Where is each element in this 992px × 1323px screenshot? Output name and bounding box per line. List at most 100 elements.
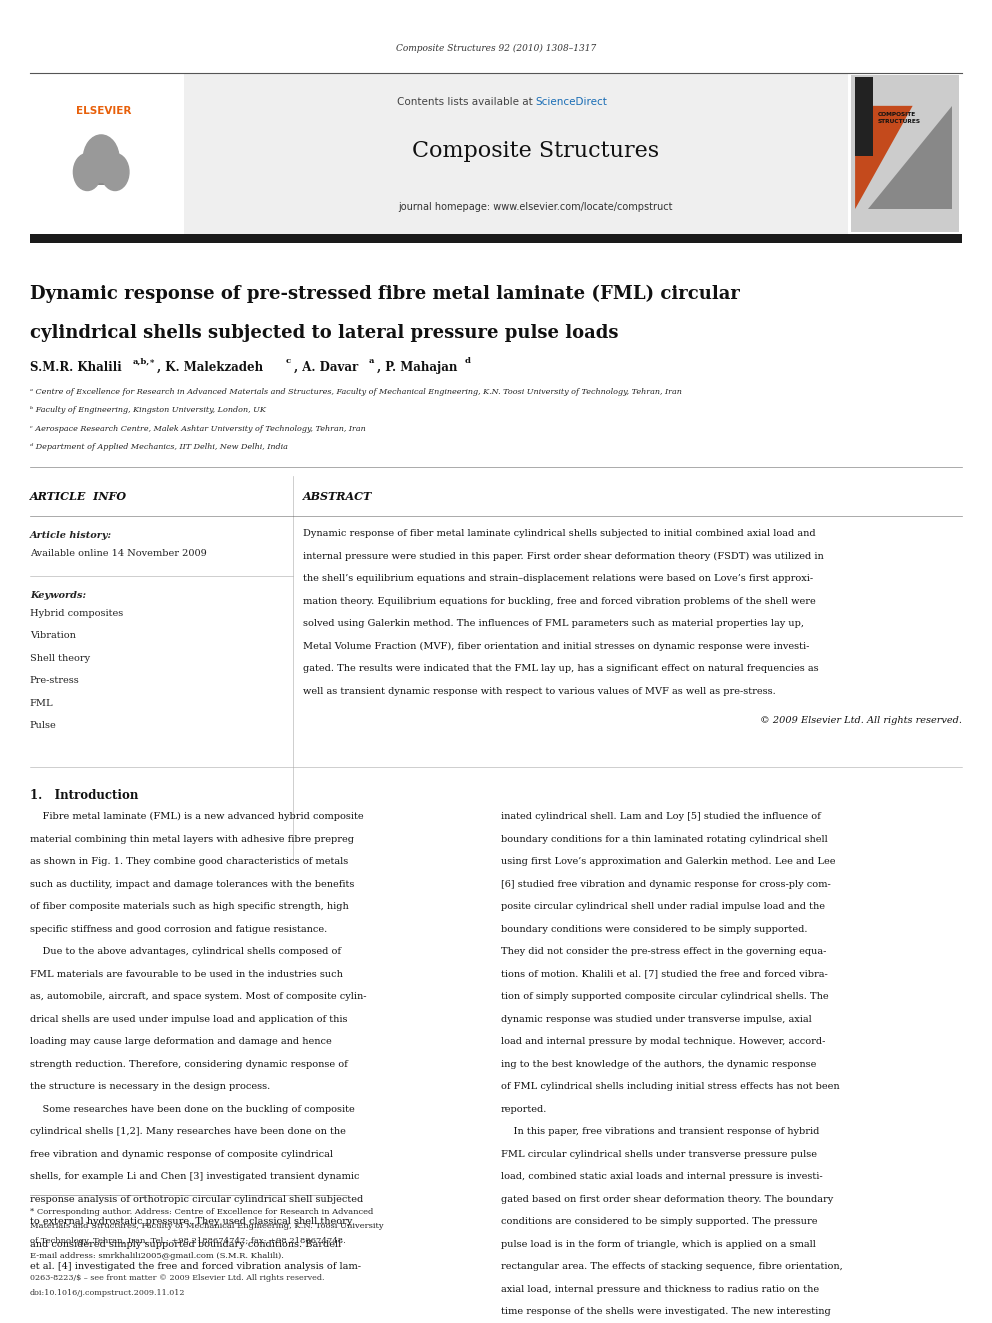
Bar	[97, 152, 105, 185]
Text: ᵇ Faculty of Engineering, Kingston University, London, UK: ᵇ Faculty of Engineering, Kingston Unive…	[30, 406, 266, 414]
Circle shape	[101, 153, 129, 191]
Text: COMPOSITE
STRUCTURES: COMPOSITE STRUCTURES	[878, 112, 921, 124]
Text: material combining thin metal layers with adhesive fibre prepreg: material combining thin metal layers wit…	[30, 835, 354, 844]
Text: drical shells are used under impulse load and application of this: drical shells are used under impulse loa…	[30, 1015, 347, 1024]
Text: In this paper, free vibrations and transient response of hybrid: In this paper, free vibrations and trans…	[501, 1127, 819, 1136]
Text: et al. [4] investigated the free and forced vibration analysis of lam-: et al. [4] investigated the free and for…	[30, 1262, 361, 1271]
Text: Hybrid composites: Hybrid composites	[30, 609, 123, 618]
Text: as shown in Fig. 1. They combine good characteristics of metals: as shown in Fig. 1. They combine good ch…	[30, 857, 348, 867]
Text: Metal Volume Fraction (MVF), fiber orientation and initial stresses on dynamic r: Metal Volume Fraction (MVF), fiber orien…	[303, 642, 808, 651]
Text: tions of motion. Khalili et al. [7] studied the free and forced vibra-: tions of motion. Khalili et al. [7] stud…	[501, 970, 827, 979]
Text: ARTICLE  INFO: ARTICLE INFO	[30, 491, 127, 501]
Text: posite circular cylindrical shell under radial impulse load and the: posite circular cylindrical shell under …	[501, 902, 825, 912]
Text: load, combined static axial loads and internal pressure is investi-: load, combined static axial loads and in…	[501, 1172, 822, 1181]
Text: a,b,∗: a,b,∗	[133, 357, 156, 365]
Text: well as transient dynamic response with respect to various values of MVF as well: well as transient dynamic response with …	[303, 687, 776, 696]
Text: [6] studied free vibration and dynamic response for cross-ply com-: [6] studied free vibration and dynamic r…	[501, 880, 830, 889]
Text: conditions are considered to be simply supported. The pressure: conditions are considered to be simply s…	[501, 1217, 817, 1226]
Text: 1.   Introduction: 1. Introduction	[30, 789, 138, 802]
Text: ABSTRACT: ABSTRACT	[303, 491, 372, 501]
Text: ᵈ Department of Applied Mechanics, IIT Delhi, New Delhi, India: ᵈ Department of Applied Mechanics, IIT D…	[30, 443, 288, 451]
Text: loading may cause large deformation and damage and hence: loading may cause large deformation and …	[30, 1037, 331, 1046]
Text: 0263-8223/$ – see front matter © 2009 Elsevier Ltd. All rights reserved.: 0263-8223/$ – see front matter © 2009 El…	[30, 1274, 324, 1282]
Text: c: c	[286, 357, 291, 365]
Text: cylindrical shells subjected to lateral pressure pulse loads: cylindrical shells subjected to lateral …	[30, 324, 618, 343]
Text: ing to the best knowledge of the authors, the dynamic response: ing to the best knowledge of the authors…	[501, 1060, 816, 1069]
Text: boundary conditions for a thin laminated rotating cylindrical shell: boundary conditions for a thin laminated…	[501, 835, 827, 844]
Text: , A. Davar: , A. Davar	[294, 361, 358, 374]
Text: © 2009 Elsevier Ltd. All rights reserved.: © 2009 Elsevier Ltd. All rights reserved…	[760, 716, 962, 725]
Bar	[30, 74, 184, 235]
Text: free vibration and dynamic response of composite cylindrical: free vibration and dynamic response of c…	[30, 1150, 332, 1159]
Text: internal pressure were studied in this paper. First order shear deformation theo: internal pressure were studied in this p…	[303, 552, 823, 561]
Text: Fibre metal laminate (FML) is a new advanced hybrid composite: Fibre metal laminate (FML) is a new adva…	[30, 812, 363, 822]
Bar	[30, 234, 962, 243]
Text: inated cylindrical shell. Lam and Loy [5] studied the influence of: inated cylindrical shell. Lam and Loy [5…	[501, 812, 820, 822]
Text: using first Love’s approximation and Galerkin method. Lee and Lee: using first Love’s approximation and Gal…	[501, 857, 835, 867]
Text: Shell theory: Shell theory	[30, 654, 90, 663]
Text: E-mail address: smrkhalili2005@gmail.com (S.M.R. Khalili).: E-mail address: smrkhalili2005@gmail.com…	[30, 1252, 284, 1259]
Text: Vibration: Vibration	[30, 631, 75, 640]
Text: FML materials are favourable to be used in the industries such: FML materials are favourable to be used …	[30, 970, 342, 979]
Text: shells, for example Li and Chen [3] investigated transient dynamic: shells, for example Li and Chen [3] inve…	[30, 1172, 359, 1181]
Text: Pre-stress: Pre-stress	[30, 676, 79, 685]
Text: and considered simply supported boundary conditions. Bardell: and considered simply supported boundary…	[30, 1240, 341, 1249]
Circle shape	[73, 153, 101, 191]
Text: such as ductility, impact and damage tolerances with the benefits: such as ductility, impact and damage tol…	[30, 880, 354, 889]
Text: reported.: reported.	[501, 1105, 548, 1114]
Text: axial load, internal pressure and thickness to radius ratio on the: axial load, internal pressure and thickn…	[501, 1285, 819, 1294]
Text: pulse load is in the form of triangle, which is applied on a small: pulse load is in the form of triangle, w…	[501, 1240, 815, 1249]
Text: gated based on first order shear deformation theory. The boundary: gated based on first order shear deforma…	[501, 1195, 833, 1204]
Text: doi:10.1016/j.compstruct.2009.11.012: doi:10.1016/j.compstruct.2009.11.012	[30, 1289, 186, 1297]
Text: Composite Structures 92 (2010) 1308–1317: Composite Structures 92 (2010) 1308–1317	[396, 44, 596, 53]
Text: to external hydrostatic pressure. They used classical shell theory: to external hydrostatic pressure. They u…	[30, 1217, 352, 1226]
Text: time response of the shells were investigated. The new interesting: time response of the shells were investi…	[501, 1307, 830, 1316]
Bar	[30, 74, 962, 235]
Text: specific stiffness and good corrosion and fatigue resistance.: specific stiffness and good corrosion an…	[30, 925, 327, 934]
Text: ᵃ Centre of Excellence for Research in Advanced Materials and Structures, Facult: ᵃ Centre of Excellence for Research in A…	[30, 388, 682, 396]
Text: They did not consider the pre-stress effect in the governing equa-: They did not consider the pre-stress eff…	[501, 947, 826, 957]
Text: as, automobile, aircraft, and space system. Most of composite cylin-: as, automobile, aircraft, and space syst…	[30, 992, 366, 1002]
Text: cylindrical shells [1,2]. Many researches have been done on the: cylindrical shells [1,2]. Many researche…	[30, 1127, 345, 1136]
Text: Dynamic response of pre-stressed fibre metal laminate (FML) circular: Dynamic response of pre-stressed fibre m…	[30, 284, 740, 303]
Text: of Technology, Tehran, Iran, Tel.: +98 2188674747; fax: +98 2188674748.: of Technology, Tehran, Iran, Tel.: +98 2…	[30, 1237, 345, 1245]
Circle shape	[83, 135, 119, 183]
Text: ELSEVIER: ELSEVIER	[76, 106, 132, 116]
Text: d: d	[464, 357, 470, 365]
Bar	[851, 75, 959, 232]
Text: journal homepage: www.elsevier.com/locate/compstruct: journal homepage: www.elsevier.com/locat…	[399, 202, 673, 213]
Text: S.M.R. Khalili: S.M.R. Khalili	[30, 361, 121, 374]
Text: Some researches have been done on the buckling of composite: Some researches have been done on the bu…	[30, 1105, 354, 1114]
Text: solved using Galerkin method. The influences of FML parameters such as material : solved using Galerkin method. The influe…	[303, 619, 804, 628]
Text: Contents lists available at: Contents lists available at	[397, 97, 536, 107]
Text: strength reduction. Therefore, considering dynamic response of: strength reduction. Therefore, consideri…	[30, 1060, 347, 1069]
Text: Dynamic response of fiber metal laminate cylindrical shells subjected to initial: Dynamic response of fiber metal laminate…	[303, 529, 815, 538]
Text: Due to the above advantages, cylindrical shells composed of: Due to the above advantages, cylindrical…	[30, 947, 341, 957]
Text: boundary conditions were considered to be simply supported.: boundary conditions were considered to b…	[501, 925, 807, 934]
Text: response analysis of orthotropic circular cylindrical shell subjected: response analysis of orthotropic circula…	[30, 1195, 363, 1204]
Text: Keywords:: Keywords:	[30, 591, 86, 601]
Text: , K. Malekzadeh: , K. Malekzadeh	[157, 361, 263, 374]
Text: of fiber composite materials such as high specific strength, high: of fiber composite materials such as hig…	[30, 902, 348, 912]
Text: Pulse: Pulse	[30, 721, 57, 730]
Text: a: a	[369, 357, 375, 365]
Text: FML: FML	[30, 699, 54, 708]
Text: tion of simply supported composite circular cylindrical shells. The: tion of simply supported composite circu…	[501, 992, 828, 1002]
Text: the shell’s equilibrium equations and strain–displacement relations were based o: the shell’s equilibrium equations and st…	[303, 574, 812, 583]
Text: Available online 14 November 2009: Available online 14 November 2009	[30, 549, 206, 558]
Text: mation theory. Equilibrium equations for buckling, free and forced vibration pro: mation theory. Equilibrium equations for…	[303, 597, 815, 606]
Text: ᶜ Aerospace Research Centre, Malek Ashtar University of Technology, Tehran, Iran: ᶜ Aerospace Research Centre, Malek Ashta…	[30, 425, 365, 433]
Bar	[855, 77, 873, 156]
Text: of FML cylindrical shells including initial stress effects has not been: of FML cylindrical shells including init…	[501, 1082, 839, 1091]
Text: load and internal pressure by modal technique. However, accord-: load and internal pressure by modal tech…	[501, 1037, 825, 1046]
Text: * Corresponding author. Address: Centre of Excellence for Research in Advanced: * Corresponding author. Address: Centre …	[30, 1208, 373, 1216]
Text: rectangular area. The effects of stacking sequence, fibre orientation,: rectangular area. The effects of stackin…	[501, 1262, 843, 1271]
Bar	[848, 74, 962, 235]
Polygon shape	[855, 106, 913, 209]
Text: , P. Mahajan: , P. Mahajan	[377, 361, 457, 374]
Text: ScienceDirect: ScienceDirect	[536, 97, 607, 107]
Text: gated. The results were indicated that the FML lay up, has a significant effect : gated. The results were indicated that t…	[303, 664, 818, 673]
Text: Article history:: Article history:	[30, 531, 112, 540]
Text: FML circular cylindrical shells under transverse pressure pulse: FML circular cylindrical shells under tr…	[501, 1150, 817, 1159]
Text: Composite Structures: Composite Structures	[412, 140, 660, 163]
